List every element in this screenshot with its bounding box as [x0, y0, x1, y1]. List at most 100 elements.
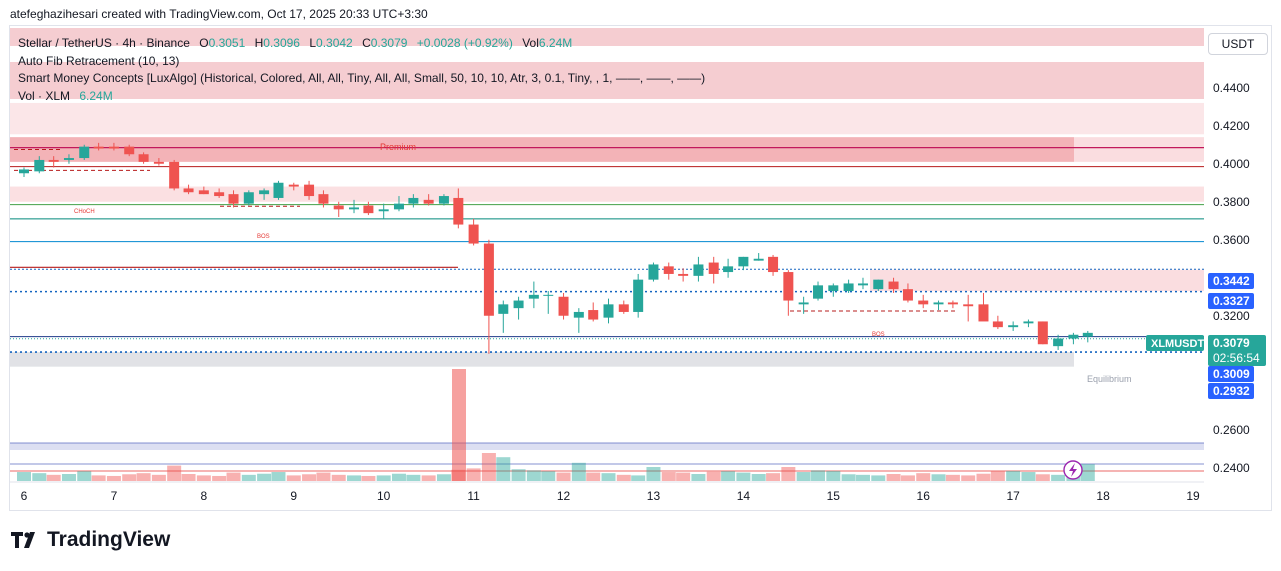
volume-bar-51 [781, 467, 796, 481]
volume-bar-43 [661, 472, 676, 481]
x-tick-12: 12 [557, 489, 571, 503]
candle-body-6 [108, 146, 119, 149]
candle-body-9 [153, 161, 164, 164]
legend-vol-label: Vol [522, 36, 539, 50]
y-tick-0.2600: 0.2600 [1213, 423, 1250, 437]
candle-body-25 [393, 203, 404, 210]
candle-body-37 [573, 311, 584, 318]
candle-body-28 [438, 196, 449, 204]
volume-bar-14 [226, 472, 241, 481]
legend-vol-indicator-value: 6.24M [79, 88, 113, 103]
candle-body-8 [138, 154, 149, 162]
equilibrium-label: Equilibrium [1087, 374, 1132, 384]
candle-body-36 [558, 296, 569, 316]
candle-body-17 [273, 182, 284, 198]
candle-body-53 [813, 285, 824, 299]
candles-layer [19, 142, 1093, 354]
volume-bar-42 [646, 467, 661, 481]
candle-body-14 [228, 194, 239, 204]
volume-bar-34 [526, 470, 541, 481]
volume-layer [10, 369, 1204, 481]
legend-indicator-vol[interactable]: Vol · XLM 6.24M [18, 88, 705, 106]
candle-body-52 [798, 302, 809, 305]
candle-body-71 [1082, 332, 1093, 337]
volume-bar-69 [1051, 474, 1066, 481]
candle-body-5 [93, 146, 104, 149]
volume-bar-32 [496, 457, 511, 481]
x-tick-16: 16 [917, 489, 931, 503]
candle-body-43 [663, 266, 674, 274]
candle-body-62 [947, 302, 958, 305]
legend-indicator-fib[interactable]: Auto Fib Retracement (10, 13) [18, 53, 180, 68]
y-tick-0.3200: 0.3200 [1213, 309, 1250, 323]
zone-supply-high [10, 137, 1074, 162]
candle-body-67 [1023, 321, 1034, 324]
volume-bar-5 [91, 475, 106, 481]
candle-body-59 [902, 289, 913, 301]
zone-premium [10, 102, 1204, 135]
legend-symbol: Stellar / TetherUS · 4h · Binance [18, 36, 190, 50]
y-tick-0.3600: 0.3600 [1213, 233, 1250, 247]
badge-level-b: 0.3327 [1213, 294, 1250, 308]
volume-bar-31 [481, 453, 496, 481]
volume-bar-0 [17, 472, 31, 481]
candle-body-57 [873, 279, 884, 290]
zone-supply-high-ext [1074, 137, 1204, 162]
legend-indicator-smc[interactable]: Smart Money Concepts [LuxAlgo] (Historic… [18, 71, 706, 85]
legend-h-label: H [254, 36, 264, 50]
candle-body-58 [888, 281, 899, 290]
volume-bar-62 [945, 474, 960, 481]
x-tick-14: 14 [737, 489, 751, 503]
legend-vol-value: 6.24M [538, 36, 573, 50]
zone-equilibrium [10, 352, 1074, 367]
legend-l-label: L [309, 36, 317, 50]
candle-body-48 [738, 256, 749, 267]
legend-o-value: 0.3051 [208, 36, 246, 50]
volume-bar-4 [77, 471, 92, 481]
y-tick-0.4000: 0.4000 [1213, 157, 1250, 171]
volume-bar-61 [931, 474, 946, 481]
volume-band [10, 443, 1204, 450]
x-tick-7: 7 [111, 489, 118, 503]
candle-body-32 [498, 304, 509, 314]
volume-bar-6 [106, 475, 121, 481]
volume-bar-66 [1006, 470, 1021, 481]
candle-body-27 [423, 199, 434, 204]
volume-bar-35 [541, 471, 556, 481]
brand-name: TradingView [47, 528, 171, 551]
tradingview-logo-icon [11, 532, 35, 548]
badge-level-c: 0.3009 [1213, 367, 1250, 381]
volume-bar-60 [916, 473, 931, 481]
volume-bar-19 [302, 474, 317, 481]
candle-body-18 [288, 184, 299, 187]
choch-label: CHoCH [74, 209, 95, 215]
legend-symbol-row[interactable]: Stellar / TetherUS · 4h · Binance O0.305… [18, 35, 705, 53]
candle-body-30 [468, 224, 479, 244]
candle-body-42 [648, 264, 659, 280]
volume-bar-41 [631, 475, 646, 481]
candle-body-23 [363, 205, 374, 214]
annotation-layer: Premium Equilibrium CHoCH BOS BOS 0.3442 0.332… [74, 142, 1266, 480]
volume-bar-25 [391, 473, 406, 481]
volume-bar-12 [196, 475, 211, 481]
time-axis: 6 7 8 9 10 11 12 13 14 15 16 17 18 19 [10, 481, 1204, 503]
volume-bar-44 [676, 472, 691, 481]
x-tick-19: 19 [1186, 489, 1200, 503]
x-tick-9: 9 [290, 489, 297, 503]
symbol-tag-bg [1146, 335, 1204, 351]
premium-label: Premium [380, 142, 416, 152]
brand[interactable]: TradingView [11, 528, 170, 552]
candle-body-65 [992, 321, 1003, 328]
bos-label-1: BOS [257, 234, 270, 240]
candle-body-44 [678, 273, 689, 276]
candle-body-26 [408, 197, 419, 204]
legend-change: +0.0028 (+0.92%) [416, 36, 513, 50]
candle-body-1 [34, 159, 45, 172]
volume-bar-45 [691, 474, 706, 481]
volume-bar-68 [1035, 474, 1050, 481]
currency-button[interactable]: USDT [1208, 33, 1268, 55]
volume-bar-54 [826, 470, 841, 481]
candle-body-13 [214, 192, 225, 197]
volume-bar-37 [571, 462, 586, 481]
